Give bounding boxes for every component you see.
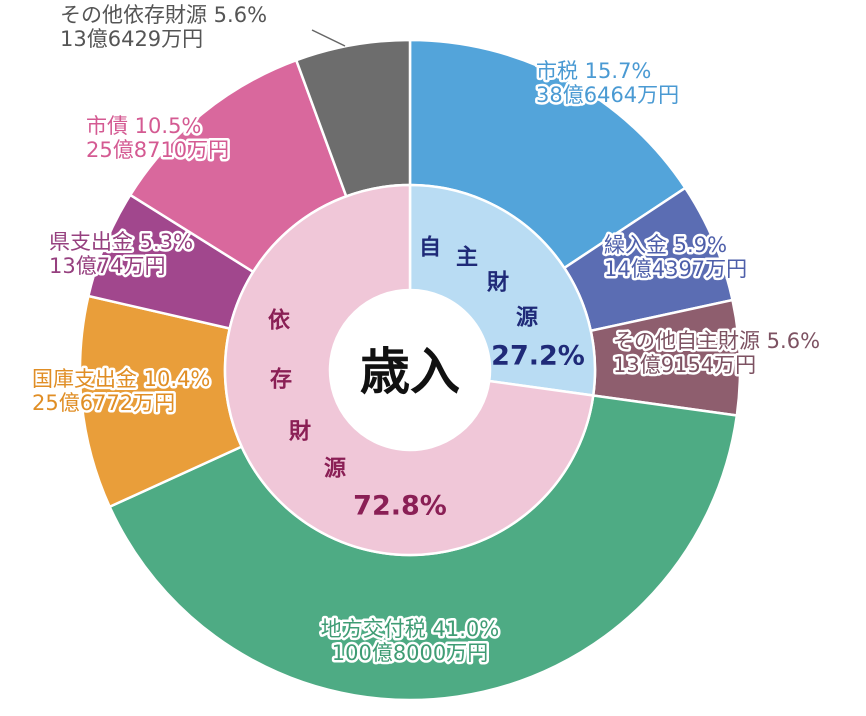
inner-label-char-1-1: 存 [270,367,292,393]
inner-label-char-1-2: 財 [289,420,311,445]
center-title: 歳入 [360,343,460,401]
outer-label-6: 市債 10.5% 25億8710万円 [86,114,229,162]
center-hole [330,290,490,450]
outer-label-7: その他依存財源 5.6% 13億6429万円 [60,3,267,51]
outer-label-2: その他自主財源 5.6% 13億9154万円 [613,329,820,377]
inner-label-char-1-0: 依 [268,308,291,334]
inner-label-char-0-3: 源 [516,306,538,331]
inner-label-char-0-0: 自 [419,235,441,261]
outer-label-0: 市税 15.7% 38億6464万円 [536,59,679,107]
inner-label-char-0-2: 財 [487,271,509,296]
outer-label-4: 国庫支出金 10.4% 25億6772万円 [32,367,210,415]
inner-label-char-0-1: 主 [456,246,478,271]
outer-ring [78,38,742,702]
inner-percent-label-0: 27.2% [491,341,585,372]
outer-label-5: 県支出金 5.3% 13億74万円 [49,230,193,278]
leader-line [311,29,346,47]
outer-label-3: 地方交付税 41.0% 100億8000万円 [321,617,499,665]
inner-labels: 自主財源27.2%依存財源72.8% [268,235,585,522]
outer-label-1: 繰入金 5.9% 14億4397万円 [604,233,747,281]
inner-percent-label-1: 72.8% [353,491,447,522]
inner-label-char-1-3: 源 [324,457,346,482]
